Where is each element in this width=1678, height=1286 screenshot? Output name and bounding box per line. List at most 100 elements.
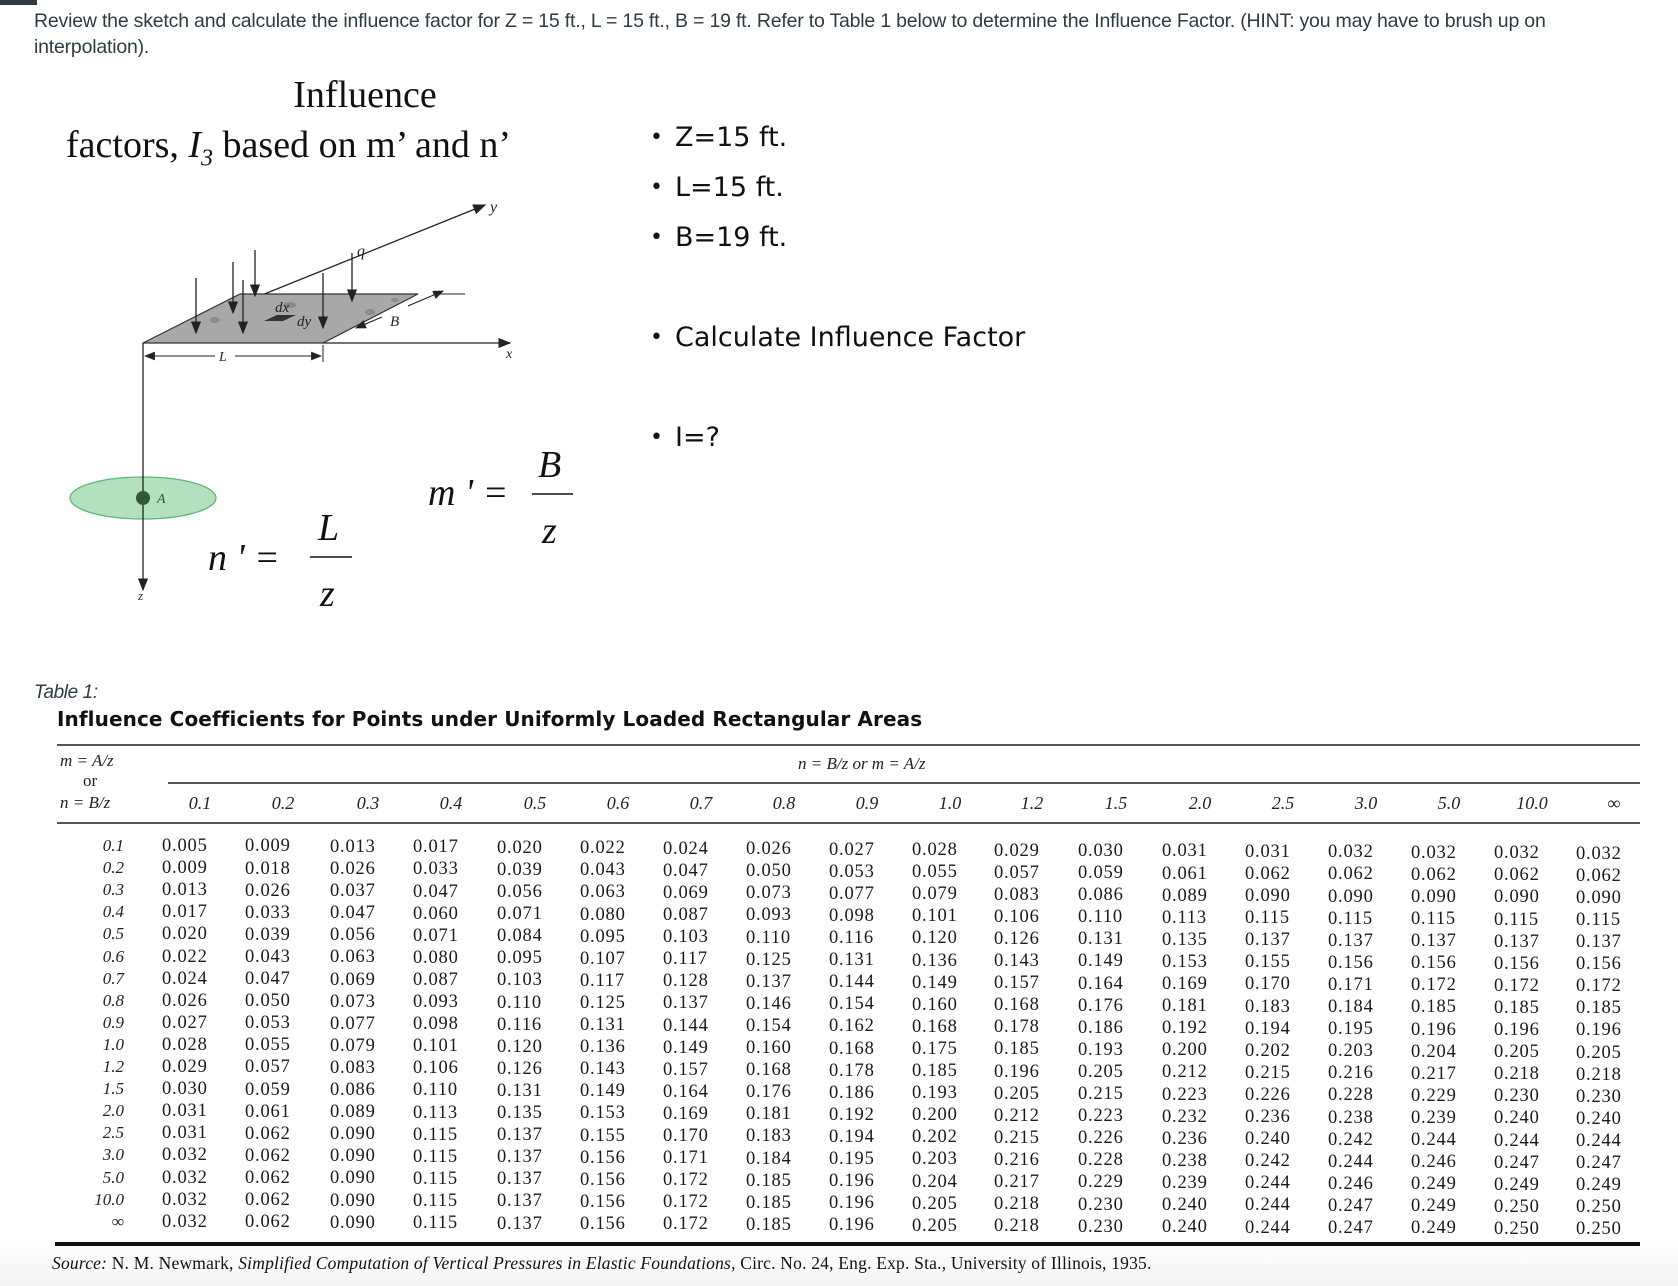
table-cell: 0.062 xyxy=(1245,863,1291,884)
table-cell: 0.095 xyxy=(497,948,543,969)
table-cell: 0.160 xyxy=(912,994,958,1015)
source-author: N. M. Newmark, xyxy=(107,1253,239,1273)
table-cell: 0.093 xyxy=(746,905,792,926)
table-cell: 0.229 xyxy=(1078,1172,1124,1193)
table-cell: 0.249 xyxy=(1411,1196,1457,1217)
table-cell: 0.244 xyxy=(1245,1173,1291,1194)
column-header: 0.3 xyxy=(356,793,380,813)
column-header: 10.0 xyxy=(1516,793,1548,813)
row-header: 2.0 xyxy=(102,1101,124,1121)
table-cell: 0.028 xyxy=(912,840,958,861)
table-cell: 0.090 xyxy=(330,1212,376,1233)
table-cell: 0.204 xyxy=(1411,1041,1457,1062)
table-cell: 0.156 xyxy=(1328,952,1374,973)
table-cell: 0.020 xyxy=(497,837,543,858)
table-cell: 0.216 xyxy=(994,1149,1040,1170)
table-cell: 0.168 xyxy=(746,1060,792,1081)
table-cell: 0.055 xyxy=(912,862,958,883)
table-cell: 0.062 xyxy=(245,1167,291,1188)
row-header: 0.7 xyxy=(102,968,124,988)
table-cell: 0.063 xyxy=(330,947,376,968)
table-cell: 0.103 xyxy=(663,927,709,948)
table-cell: 0.212 xyxy=(994,1105,1040,1126)
table-cell: 0.059 xyxy=(245,1079,291,1100)
table-cell: 0.185 xyxy=(746,1214,792,1235)
column-header: 0.7 xyxy=(689,793,713,813)
table-cell: 0.205 xyxy=(1494,1042,1540,1063)
table-cell: 0.137 xyxy=(1411,931,1457,952)
table-cell: 0.115 xyxy=(1411,909,1456,930)
table-cell: 0.028 xyxy=(162,1034,208,1055)
table-cell: 0.185 xyxy=(1576,998,1622,1019)
loaded-area-sketch: y dx dy q B x L A z n ' = L z m ' = B z xyxy=(69,199,573,615)
table-cell: 0.215 xyxy=(1078,1084,1124,1105)
table-cell: 0.160 xyxy=(746,1038,792,1059)
table-cell: 0.106 xyxy=(413,1058,459,1079)
table-cell: 0.131 xyxy=(580,1015,626,1036)
table-cell: 0.172 xyxy=(663,1170,709,1191)
table-cell: 0.115 xyxy=(1494,909,1539,930)
table-cell: 0.218 xyxy=(994,1194,1040,1215)
table-cell: 0.090 xyxy=(1494,887,1540,908)
title-symbol: I xyxy=(188,124,202,166)
table-cell: 0.073 xyxy=(330,991,376,1012)
table-cell: 0.032 xyxy=(1494,843,1540,864)
z-axis-label: z xyxy=(137,588,143,603)
table-cell: 0.137 xyxy=(497,1125,543,1146)
table-cell: 0.240 xyxy=(1245,1129,1291,1150)
table-cell: 0.115 xyxy=(413,1124,458,1145)
table-cell: 0.194 xyxy=(1245,1018,1291,1039)
row-header: 10.0 xyxy=(94,1189,124,1209)
table-cell: 0.057 xyxy=(994,862,1040,883)
column-header: 5.0 xyxy=(1437,793,1461,813)
table-cell: 0.137 xyxy=(497,1191,543,1212)
table-cell: 0.079 xyxy=(912,884,958,905)
table-cell: 0.029 xyxy=(162,1057,208,1077)
table-cell: 0.212 xyxy=(1162,1062,1208,1083)
table-cell: 0.080 xyxy=(580,904,626,925)
table-cell: 0.247 xyxy=(1576,1153,1622,1174)
table-cell: 0.071 xyxy=(413,925,459,946)
table-cell: 0.236 xyxy=(1162,1128,1208,1149)
table-cell: 0.229 xyxy=(1411,1085,1457,1106)
table-cell: 0.062 xyxy=(1328,864,1374,885)
table-cell: 0.196 xyxy=(1494,1020,1540,1040)
table-cell: 0.107 xyxy=(580,948,626,969)
table-cell: 0.204 xyxy=(912,1171,958,1192)
table-cell: 0.162 xyxy=(829,1016,875,1037)
formula-n-numerator: L xyxy=(317,507,339,549)
table-cell: 0.095 xyxy=(580,926,626,947)
table-cell: 0.055 xyxy=(245,1035,291,1056)
table-cell: 0.026 xyxy=(245,880,291,901)
source-prefix: Source: xyxy=(52,1253,108,1273)
table-cell: 0.218 xyxy=(1576,1064,1622,1085)
table-cell: 0.103 xyxy=(497,970,543,991)
table-cell: 0.137 xyxy=(497,1169,543,1190)
load-arrows xyxy=(190,250,358,335)
table-cell: 0.136 xyxy=(580,1037,626,1058)
table-cell: 0.176 xyxy=(746,1082,792,1103)
formula-m-lhs: m ' = xyxy=(428,472,508,514)
column-header: 0.2 xyxy=(271,793,295,813)
table-cell: 0.032 xyxy=(162,1189,208,1210)
table-cell: 0.047 xyxy=(663,860,709,881)
table-cell: 0.194 xyxy=(829,1126,875,1147)
column-header: 0.4 xyxy=(439,793,463,813)
column-header: 3.0 xyxy=(1354,793,1378,813)
table-cell: 0.250 xyxy=(1494,1218,1540,1239)
span-header-rule xyxy=(168,782,1640,784)
y-axis-label: y xyxy=(488,199,498,216)
table-cell: 0.184 xyxy=(1328,997,1374,1017)
table-cell: 0.244 xyxy=(1411,1130,1457,1151)
table-cell: 0.156 xyxy=(1411,953,1457,974)
table-cell: 0.115 xyxy=(413,1146,458,1167)
table-cell: 0.131 xyxy=(829,950,875,971)
formula-n-denominator: z xyxy=(319,573,335,615)
table-cell: 0.005 xyxy=(162,836,208,856)
table-cell: 0.047 xyxy=(413,881,459,902)
table-cell: 0.026 xyxy=(330,859,376,879)
table-cell: 0.185 xyxy=(994,1039,1040,1060)
table-cell: 0.171 xyxy=(1328,974,1374,995)
table-cell: 0.093 xyxy=(413,992,459,1013)
table-cell: 0.185 xyxy=(746,1170,792,1191)
